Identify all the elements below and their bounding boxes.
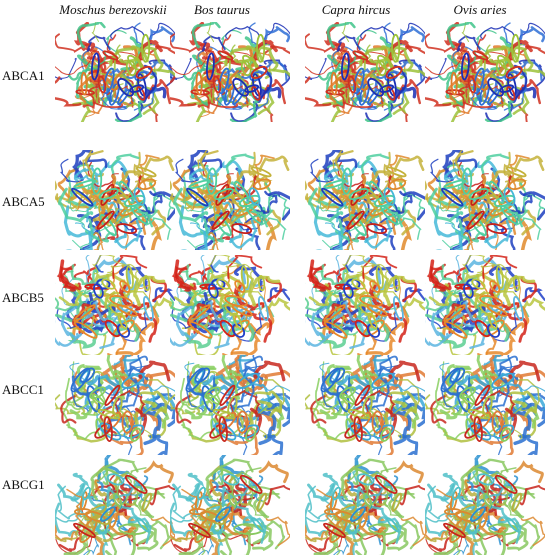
column-header-moschus-berezovskii: Moschus berezovskii (59, 2, 167, 17)
structure-abcc1-capra-hircus (305, 355, 425, 455)
structure-abca1-moschus-berezovskii (55, 22, 175, 122)
column-header-bos-taurus: Bos taurus (194, 2, 250, 17)
row-label-abcb5: ABCB5 (2, 290, 44, 305)
structure-abcc1-bos-taurus (170, 355, 290, 455)
structure-abcb5-bos-taurus (170, 255, 290, 355)
structure-abca5-ovis-aries (425, 150, 545, 250)
structure-abcb5-ovis-aries (425, 255, 545, 355)
structure-abca1-ovis-aries (425, 22, 545, 122)
row-label-abcg1: ABCG1 (2, 477, 45, 492)
structure-abcg1-ovis-aries (425, 455, 545, 555)
row-label-abcc1: ABCC1 (2, 382, 44, 397)
column-header-capra-hircus: Capra hircus (321, 2, 391, 17)
structure-abca5-bos-taurus (170, 150, 290, 250)
structure-abcb5-moschus-berezovskii (55, 255, 175, 355)
structure-abcg1-moschus-berezovskii (55, 455, 175, 555)
structure-abca5-moschus-berezovskii (55, 150, 175, 250)
row-label-abca1: ABCA1 (2, 68, 45, 83)
structure-abcb5-capra-hircus (305, 255, 425, 355)
structure-abca1-bos-taurus (170, 22, 290, 122)
structure-abcg1-bos-taurus (170, 455, 290, 555)
structure-abcg1-capra-hircus (305, 455, 425, 555)
column-header-ovis-aries: Ovis aries (453, 2, 507, 17)
structure-abcc1-moschus-berezovskii (55, 355, 175, 455)
structure-abcc1-ovis-aries (425, 355, 545, 455)
structure-abca1-capra-hircus (305, 22, 425, 122)
row-label-abca5: ABCA5 (2, 194, 45, 209)
structure-abca5-capra-hircus (305, 150, 425, 250)
